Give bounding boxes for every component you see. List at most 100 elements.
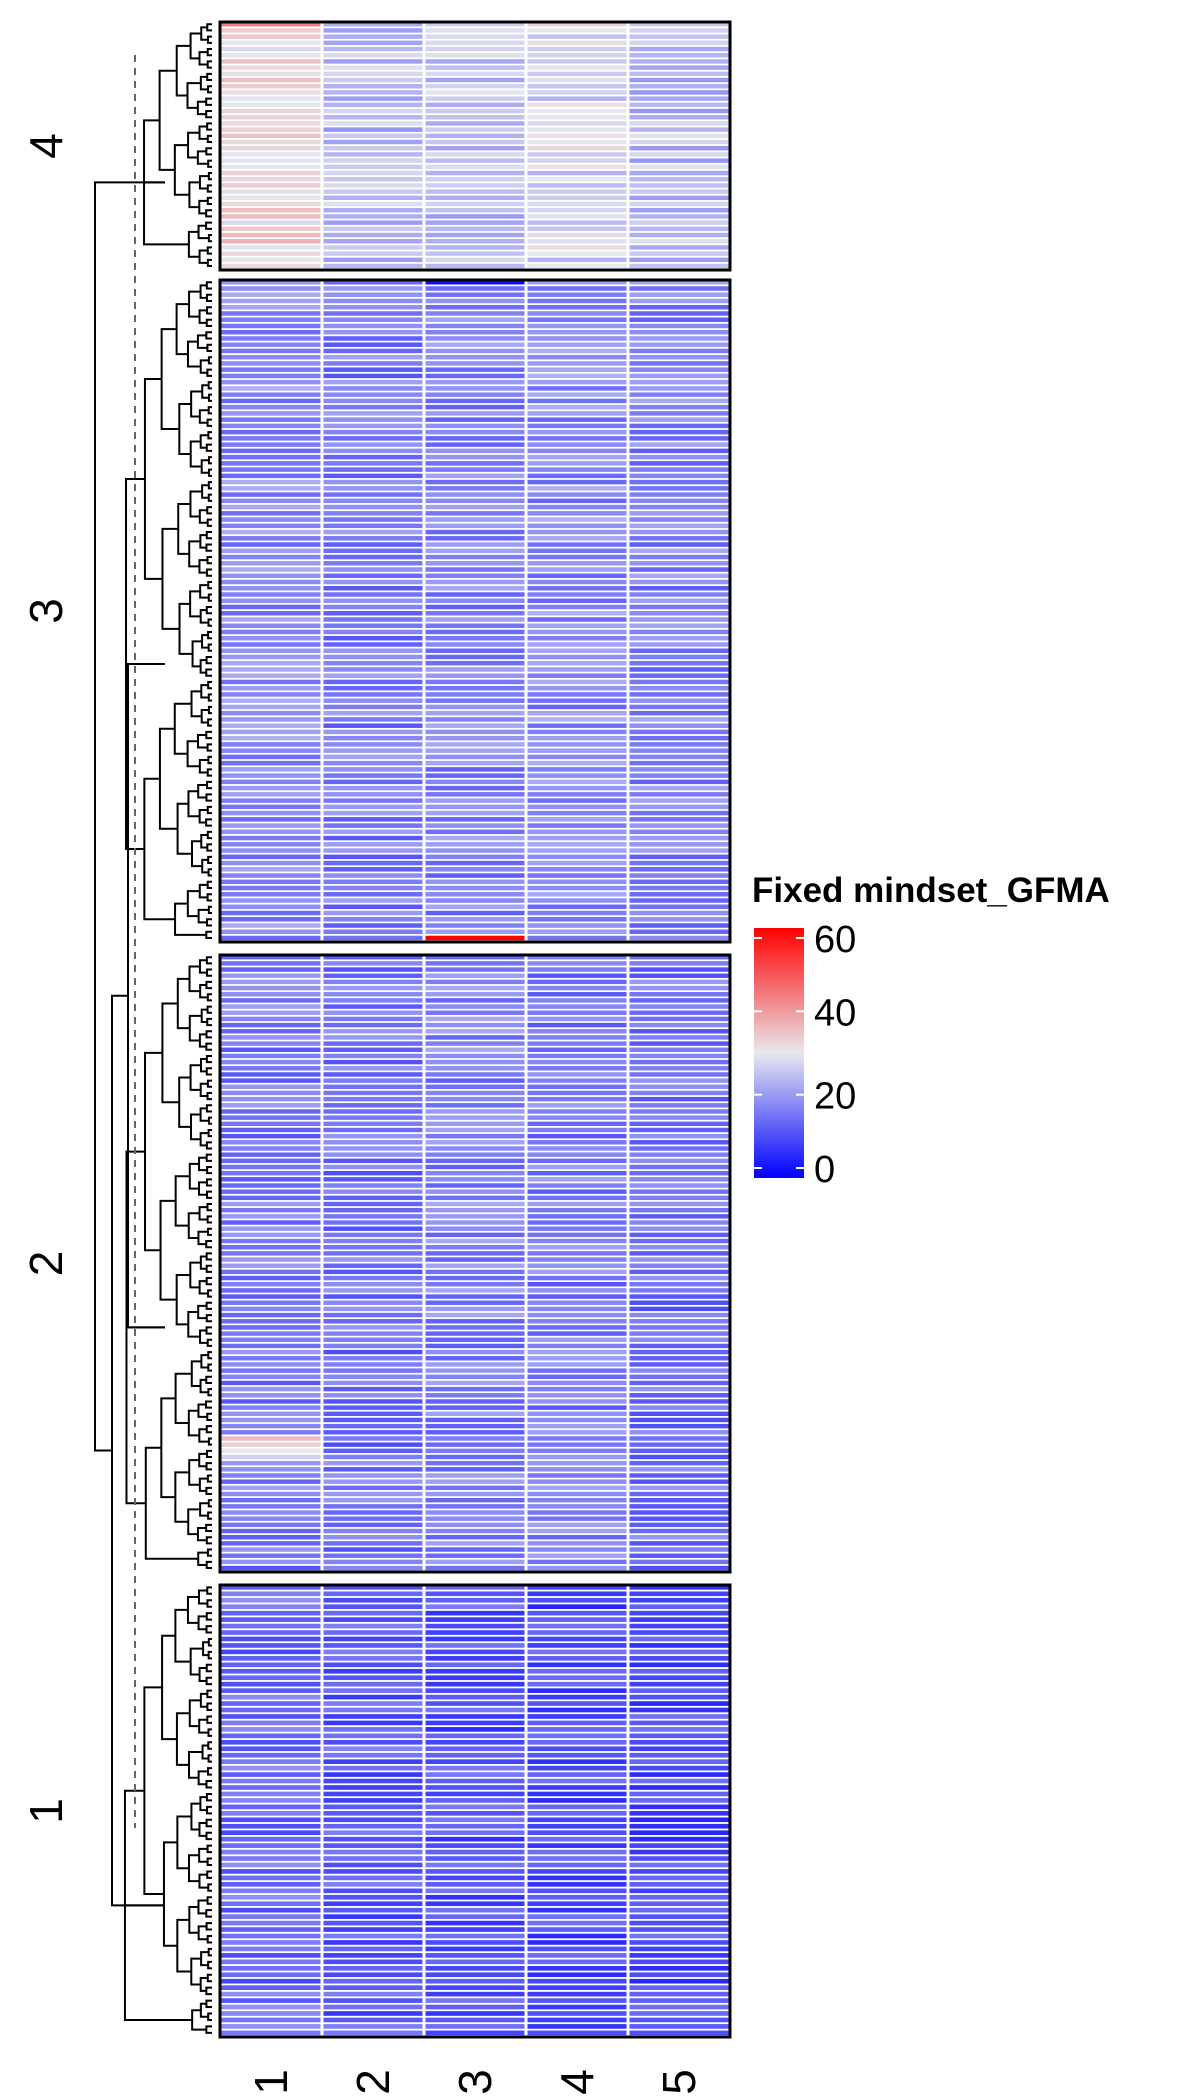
heatmap-cell — [424, 1201, 526, 1207]
heatmap-cell — [526, 1978, 628, 1984]
heatmap-cell — [424, 436, 526, 441]
heatmap-cell — [322, 1436, 424, 1441]
heatmap-cell — [424, 823, 526, 828]
row-dendrogram — [94, 23, 212, 2034]
heatmap-cell — [322, 823, 424, 828]
heatmap-cell — [322, 1733, 424, 1739]
heatmap-cell — [424, 2030, 526, 2036]
heatmap-cell — [526, 1830, 628, 1836]
heatmap-cell — [526, 398, 628, 404]
heatmap-cell — [322, 1798, 424, 1803]
heatmap-cell — [424, 1694, 526, 1700]
heatmap-cell — [322, 1856, 424, 1861]
heatmap-cell — [526, 53, 628, 58]
heatmap-cell — [220, 567, 322, 572]
heatmap-cell — [220, 1765, 322, 1771]
heatmap-cell — [628, 1597, 730, 1603]
heatmap-cell — [526, 1029, 628, 1034]
heatmap-cell — [220, 1096, 322, 1102]
heatmap-cell — [322, 879, 424, 885]
heatmap-cell — [424, 1727, 526, 1732]
dendrogram-branch — [205, 980, 212, 990]
heatmap-cell — [220, 183, 322, 188]
heatmap-cell — [220, 146, 322, 151]
heatmap-cell — [628, 710, 730, 716]
heatmap-cell — [424, 1029, 526, 1034]
dendrogram-branch — [207, 643, 212, 652]
heatmap-cell — [628, 1417, 730, 1423]
heatmap-cell — [220, 1035, 322, 1040]
heatmap-cell — [424, 929, 526, 935]
heatmap-cell — [424, 1959, 526, 1965]
heatmap-cell — [526, 2004, 628, 2010]
heatmap-cell — [322, 1312, 424, 1318]
heatmap-cell — [220, 1164, 322, 1170]
heatmap-cell — [220, 1380, 322, 1386]
heatmap-cell — [526, 717, 628, 722]
heatmap-cell — [322, 1759, 424, 1764]
heatmap-cell — [220, 979, 322, 985]
heatmap-cell — [628, 542, 730, 547]
heatmap-cell — [526, 823, 628, 828]
heatmap-cell — [322, 1029, 424, 1034]
heatmap-cell — [220, 1998, 322, 2003]
heatmap-cell — [322, 423, 424, 429]
heatmap-cell — [322, 704, 424, 710]
heatmap-cell — [526, 336, 628, 341]
dendrogram-branch — [206, 893, 212, 902]
dendrogram-branch — [178, 1076, 191, 1128]
heatmap-cell — [526, 170, 628, 176]
heatmap-cell — [220, 1681, 322, 1687]
dendrogram-branch — [207, 85, 212, 94]
heatmap-cell — [322, 792, 424, 797]
heatmap-cell — [526, 592, 628, 597]
heatmap-cell — [526, 504, 628, 510]
heatmap-cell — [526, 1084, 628, 1090]
heatmap-cell — [526, 979, 628, 985]
heatmap-cell — [628, 760, 730, 766]
heatmap-cell — [526, 1510, 628, 1515]
dendrogram-branch — [207, 1650, 212, 1660]
heatmap-cell — [526, 1752, 628, 1758]
heatmap-cell — [526, 461, 628, 466]
heatmap-cell — [322, 189, 424, 194]
heatmap-cell — [628, 417, 730, 422]
heatmap-cell — [322, 1720, 424, 1726]
heatmap-cell — [322, 251, 424, 256]
heatmap-cell — [628, 1201, 730, 1207]
heatmap-cell — [424, 34, 526, 39]
heatmap-cell — [526, 177, 628, 182]
heatmap-cell — [628, 810, 730, 816]
heatmap-cell — [424, 329, 526, 335]
heatmap-cell — [220, 1343, 322, 1349]
heatmap-cell — [220, 1856, 322, 1861]
heatmap-cell — [526, 1393, 628, 1398]
heatmap-cell — [322, 1349, 424, 1355]
heatmap-cell — [424, 379, 526, 385]
heatmap-cell — [322, 654, 424, 660]
heatmap-cell — [220, 1778, 322, 1784]
heatmap-cell — [322, 1636, 424, 1642]
heatmap-cell — [322, 1454, 424, 1460]
heatmap-cell — [322, 34, 424, 39]
heatmap-cell — [322, 1901, 424, 1907]
dendrogram-branch — [205, 1042, 212, 1051]
heatmap-cell — [220, 121, 322, 126]
heatmap-cell — [424, 1133, 526, 1139]
heatmap-cell — [322, 1694, 424, 1700]
heatmap-cell — [424, 679, 526, 685]
heatmap-cell — [628, 1617, 730, 1622]
heatmap-cell — [220, 1798, 322, 1803]
heatmap-cell — [526, 1491, 628, 1497]
heatmap-cell — [424, 710, 526, 716]
heatmap-cell — [424, 1643, 526, 1648]
heatmap-cell — [424, 517, 526, 522]
heatmap-cell — [628, 22, 730, 27]
heatmap-cell — [526, 1362, 628, 1367]
heatmap-cell — [322, 1746, 424, 1752]
heatmap-cell — [526, 961, 628, 966]
heatmap-cell — [526, 935, 628, 941]
heatmap-cell — [628, 102, 730, 108]
heatmap-cell — [526, 1436, 628, 1441]
dendrogram-branch — [205, 1277, 212, 1286]
